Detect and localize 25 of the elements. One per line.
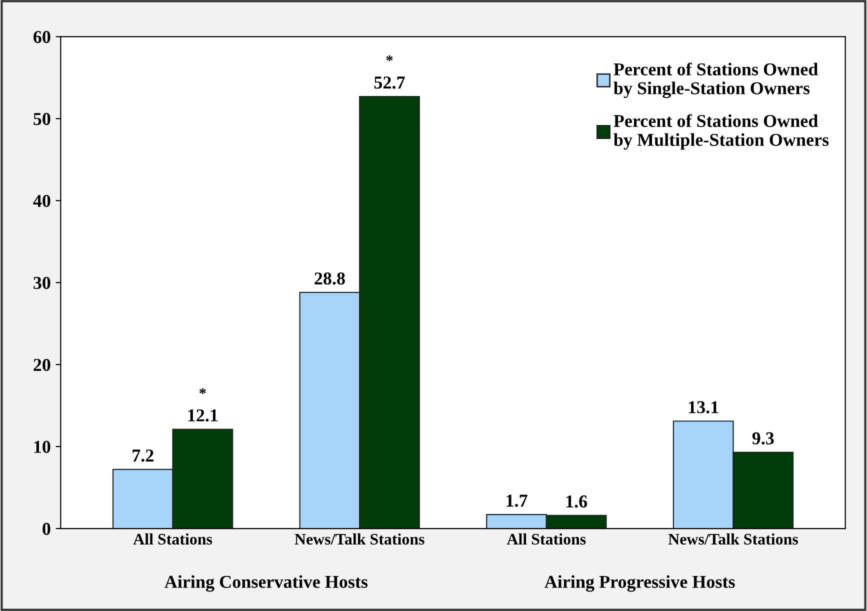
data-label: 52.7 bbox=[374, 76, 405, 89]
data-label: 28.8 bbox=[314, 272, 345, 285]
legend-label: Percent of Stations Owned by Multiple-Station Owners bbox=[614, 114, 829, 150]
y-tick-label: 20 bbox=[34, 358, 50, 372]
data-label: 13.1 bbox=[688, 401, 718, 414]
legend-label: Percent of Stations Owned by Single-Station Owners bbox=[614, 62, 818, 98]
data-label: 7.2 bbox=[132, 450, 154, 462]
y-tick-label: 0 bbox=[42, 522, 50, 535]
annotation: * bbox=[199, 388, 206, 394]
text: Airing Progressive Hosts bbox=[544, 575, 735, 592]
y-tick-label: 50 bbox=[34, 112, 50, 126]
annotation: * bbox=[386, 55, 393, 62]
x-tick-label: All Stations bbox=[133, 533, 212, 545]
y-tick-label: 60 bbox=[34, 30, 50, 44]
text: Airing Conservative Hosts bbox=[164, 575, 368, 592]
data-label: 1.6 bbox=[566, 495, 588, 508]
x-tick-label: News/Talk Stations bbox=[668, 533, 798, 545]
x-tick-label: All Stations bbox=[506, 533, 586, 545]
data-label: 12.1 bbox=[188, 409, 218, 422]
data-label: 1.7 bbox=[506, 494, 528, 507]
y-tick-label: 10 bbox=[34, 440, 50, 453]
data-label: 9.3 bbox=[752, 432, 774, 445]
x-tick-label: News/Talk Stations bbox=[294, 533, 424, 545]
y-tick-label: 30 bbox=[34, 276, 50, 290]
y-tick-label: 40 bbox=[33, 194, 50, 208]
